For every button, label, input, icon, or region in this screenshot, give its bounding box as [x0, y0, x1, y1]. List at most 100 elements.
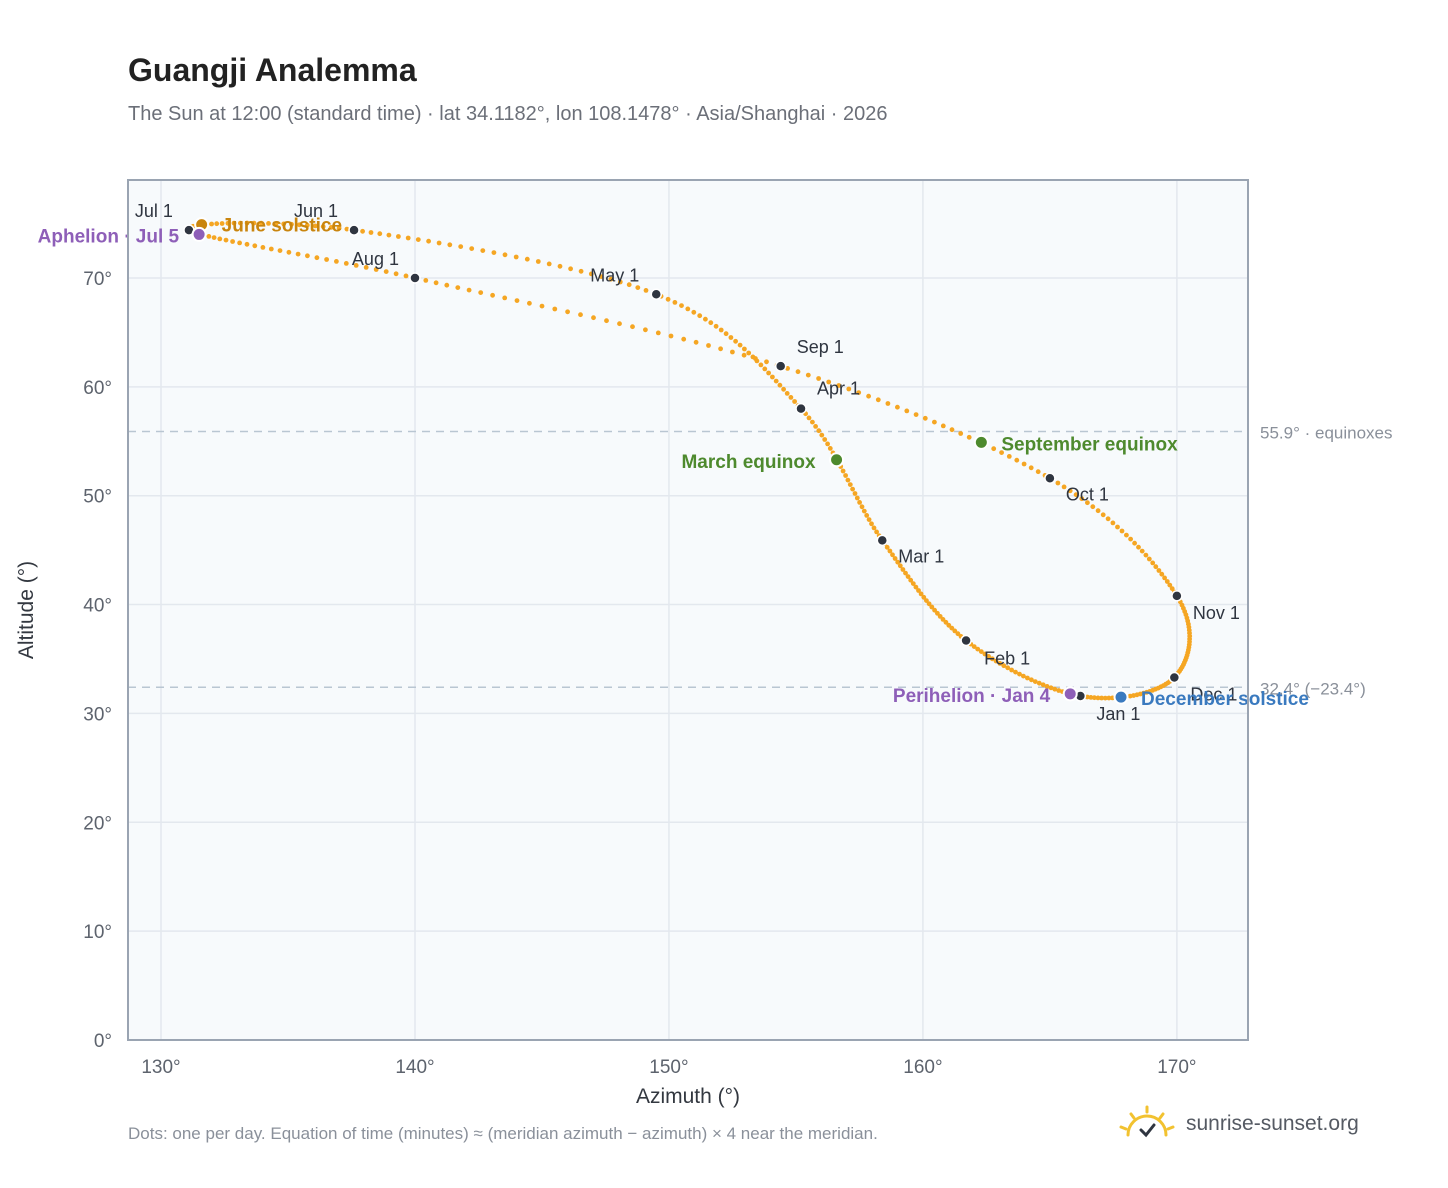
day-dot [1110, 520, 1116, 526]
day-dot [926, 601, 932, 607]
day-dot [1006, 454, 1012, 459]
month-label: Jun 1 [294, 201, 338, 221]
day-dot [871, 525, 877, 531]
day-dot [958, 431, 964, 436]
y-tick-label: 60° [83, 378, 112, 399]
day-dot [672, 300, 678, 305]
brand[interactable]: sunrise-sunset.org [1118, 1100, 1359, 1148]
day-dot [825, 441, 830, 447]
day-dot [1025, 675, 1030, 681]
day-dot [861, 508, 867, 514]
day-dot [1032, 679, 1038, 684]
day-dot [770, 374, 775, 380]
day-dot [1073, 492, 1079, 498]
footnote: Dots: one per day. Equation of time (min… [128, 1124, 878, 1143]
day-dot [1028, 465, 1034, 471]
day-dot [885, 401, 891, 406]
day-dot [949, 427, 955, 433]
day-dot [1124, 532, 1129, 538]
axis-ticks: 130° 140° 150° 160° 170° 0° 10° 20° 30° 40° 50° 60°… [83, 269, 1196, 1078]
day-dot [784, 391, 790, 396]
day-dot [1127, 693, 1133, 699]
day-dot [903, 570, 908, 576]
day-dot [975, 646, 981, 652]
day-dot [1132, 540, 1137, 546]
day-dot [297, 222, 302, 228]
y-tick-label: 10° [83, 922, 112, 943]
day-dot [762, 366, 768, 372]
day-dot [455, 285, 461, 290]
month-marker [1044, 472, 1056, 485]
day-dot [447, 242, 453, 248]
day-dot [305, 253, 310, 259]
day-dot [792, 399, 797, 404]
reference-lines: 55.9° · equinoxes 32.4° (−23.4°) [128, 423, 1393, 698]
day-dot [937, 614, 943, 619]
day-dot [244, 220, 250, 226]
day-dot [268, 246, 274, 252]
reference-line-label: 55.9° · equinoxes [1260, 423, 1393, 442]
month-label: Jan 1 [1096, 704, 1140, 724]
day-dot [1150, 560, 1156, 566]
day-dot [978, 649, 984, 654]
day-dot [1164, 579, 1170, 584]
day-dot [324, 257, 329, 262]
day-dot [514, 298, 520, 303]
day-dot [1100, 512, 1106, 518]
day-dot [718, 327, 724, 333]
day-dot [343, 261, 349, 266]
day-dot [617, 279, 623, 285]
plot-area [128, 180, 1248, 1040]
day-dot [1146, 556, 1152, 562]
day-dot [993, 658, 999, 664]
day-dot [1143, 552, 1149, 558]
day-dot [884, 544, 890, 550]
day-dot [758, 362, 764, 368]
day-dot [490, 292, 495, 298]
day-dot [952, 628, 958, 634]
day-dot [617, 321, 622, 327]
day-dot [1044, 684, 1050, 689]
day-dot [913, 584, 919, 590]
y-axis-label: Altitude (°) [15, 561, 38, 659]
day-dot [466, 287, 472, 293]
day-dot [1088, 695, 1094, 700]
day-dot [527, 300, 532, 306]
day-dot [971, 644, 977, 649]
day-dot [788, 395, 794, 400]
y-tick-label: 20° [83, 813, 112, 834]
day-dot [608, 276, 614, 282]
day-dot [1153, 564, 1159, 570]
day-dot [1048, 685, 1054, 691]
day-dot [852, 491, 858, 496]
day-dot [827, 446, 833, 451]
day-dot [217, 236, 223, 242]
day-dot [211, 235, 217, 241]
day-dot [989, 656, 995, 662]
day-dot [223, 237, 229, 243]
day-dot [806, 415, 812, 421]
day-dot [1017, 671, 1022, 677]
day-dot [286, 249, 292, 255]
day-dot [1021, 461, 1027, 467]
day-dot [1136, 544, 1141, 550]
day-dot [238, 220, 243, 226]
day-dot [478, 290, 484, 295]
day-dot [916, 588, 921, 593]
day-dot [393, 271, 399, 277]
x-tick-label: 170° [1157, 1057, 1196, 1078]
day-dot [458, 244, 464, 250]
day-dot [869, 521, 874, 527]
day-dot [706, 343, 711, 348]
day-dot [845, 477, 851, 483]
day-dot [932, 419, 937, 425]
event-label: Aphelion · Jul 5 [38, 226, 180, 247]
day-dot [874, 529, 879, 535]
day-dot [643, 327, 648, 333]
day-dot [539, 303, 545, 309]
event-marker [1062, 686, 1078, 702]
day-dot [840, 468, 846, 474]
month-marker [1171, 590, 1183, 602]
day-dot [206, 234, 212, 239]
day-dot [524, 256, 530, 262]
